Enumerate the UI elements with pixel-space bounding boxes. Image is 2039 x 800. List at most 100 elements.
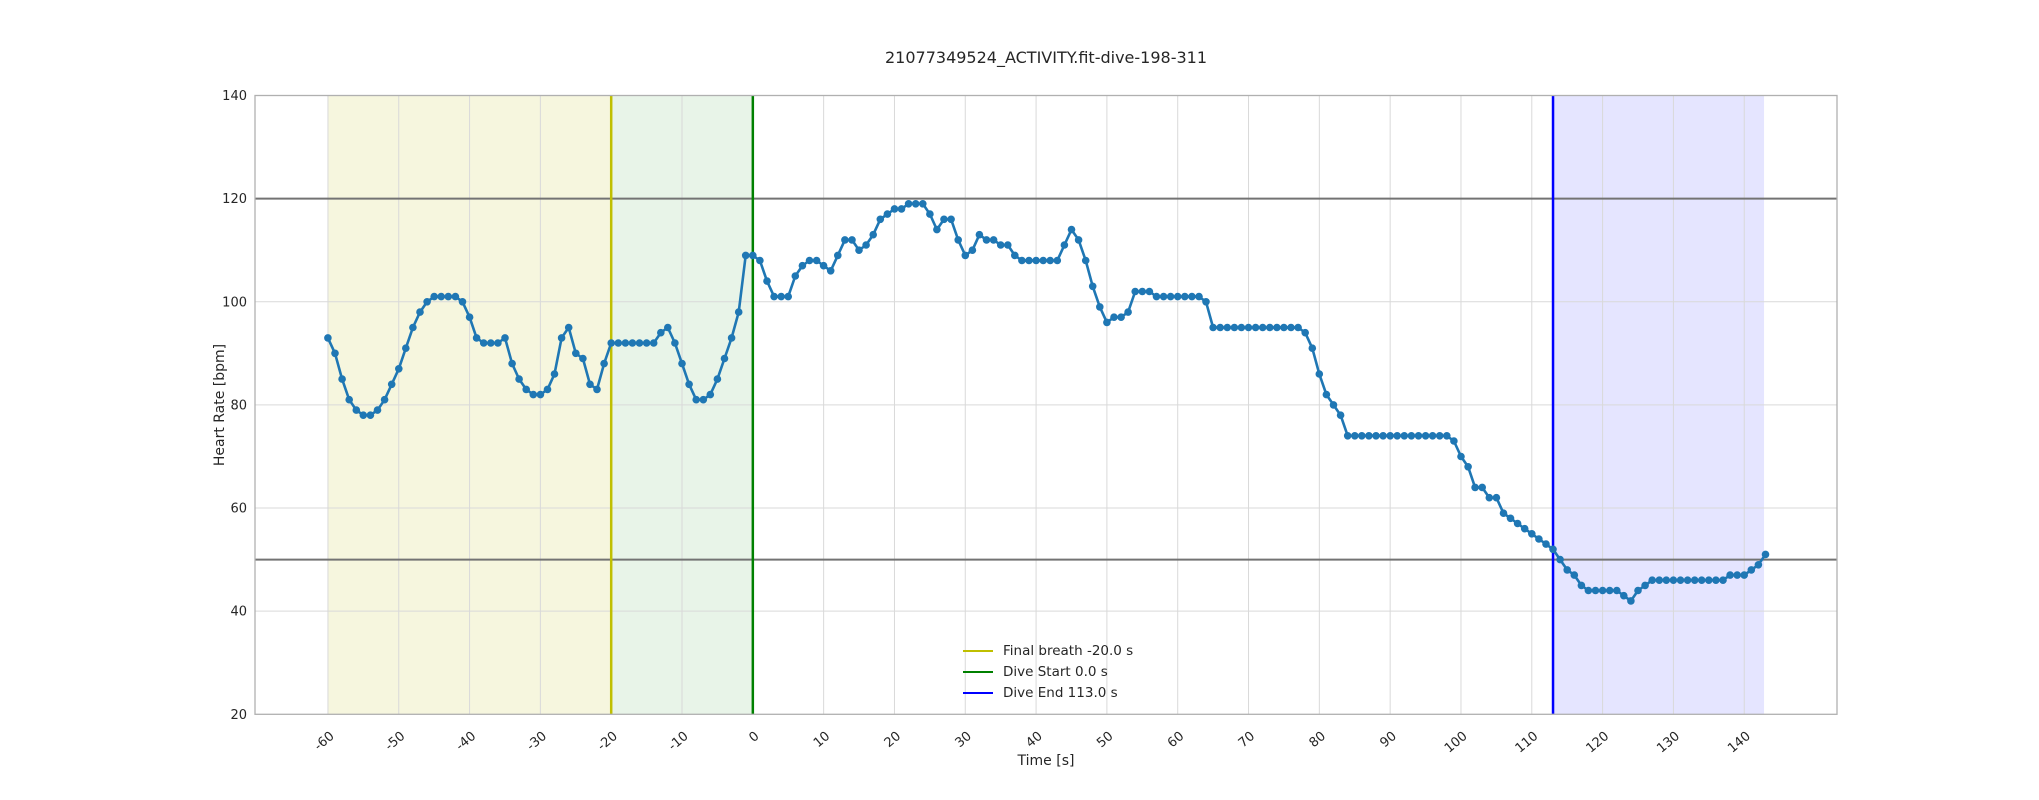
data-point-marker — [961, 251, 970, 260]
data-point-marker — [1188, 292, 1196, 301]
data-point-marker — [664, 323, 672, 332]
heart-rate-series-markers — [324, 200, 1770, 605]
data-point-marker — [1478, 483, 1486, 492]
data-point-marker — [572, 349, 580, 358]
data-point-marker — [805, 256, 814, 265]
data-point-marker — [529, 390, 538, 399]
data-point-marker — [1329, 401, 1338, 409]
y-axis-label: Heart Rate [bpm] — [212, 343, 228, 467]
data-point-marker — [1322, 390, 1331, 399]
data-point-marker — [1103, 318, 1111, 327]
data-point-marker — [1513, 519, 1522, 528]
data-point-marker — [657, 328, 665, 337]
data-point-marker — [1251, 323, 1260, 332]
data-point-marker — [1343, 432, 1352, 440]
y-tick-label: 80 — [230, 398, 247, 413]
data-point-marker — [706, 390, 715, 399]
data-point-marker — [890, 205, 899, 213]
data-point-marker — [1549, 545, 1557, 554]
data-point-marker — [883, 210, 892, 218]
data-point-marker — [1520, 524, 1529, 533]
data-point-marker — [1336, 411, 1345, 420]
data-point-marker — [982, 236, 991, 244]
data-point-marker — [1591, 586, 1600, 595]
data-point-marker — [855, 246, 863, 254]
data-point-marker — [862, 241, 870, 249]
x-tick-label: 140 — [1725, 729, 1754, 756]
x-tick-label: 40 — [1023, 729, 1045, 751]
x-tick-label: 130 — [1654, 729, 1683, 756]
data-point-marker — [1428, 432, 1437, 440]
x-tick-label: 30 — [953, 729, 975, 751]
data-point-marker — [1152, 292, 1161, 301]
data-point-marker — [1060, 241, 1069, 249]
data-point-marker — [479, 339, 488, 347]
data-point-marker — [430, 292, 439, 301]
data-point-marker — [1697, 576, 1706, 584]
data-point-marker — [911, 200, 920, 208]
data-point-marker — [1074, 236, 1083, 244]
data-point-marker — [826, 267, 835, 275]
y-tick-label: 120 — [222, 192, 247, 207]
data-point-marker — [1492, 493, 1501, 502]
data-point-marker — [1705, 576, 1713, 584]
data-point-marker — [402, 344, 410, 353]
data-point-marker — [579, 354, 587, 363]
data-point-marker — [713, 375, 722, 383]
data-point-marker — [734, 308, 743, 316]
y-tick-label: 60 — [230, 502, 247, 517]
data-point-marker — [1117, 313, 1125, 322]
data-point-marker — [1216, 323, 1224, 332]
x-tick-label: 120 — [1584, 729, 1613, 756]
data-point-marker — [1471, 483, 1479, 492]
data-point-marker — [1244, 323, 1253, 332]
data-point-marker — [1053, 256, 1062, 265]
y-tick-label: 100 — [222, 295, 247, 310]
data-point-marker — [1648, 576, 1656, 584]
data-point-marker — [1004, 241, 1012, 249]
data-point-marker — [451, 292, 460, 301]
x-tick-label: 60 — [1165, 729, 1187, 751]
data-point-marker — [1018, 256, 1026, 265]
data-point-marker — [1110, 313, 1118, 322]
data-point-marker — [727, 334, 736, 342]
data-point-marker — [1315, 370, 1324, 378]
data-point-marker — [352, 406, 361, 414]
data-point-marker — [841, 236, 849, 244]
legend-item-dive-start: Dive Start 0.0 s — [963, 661, 1133, 682]
data-point-marker — [1584, 586, 1593, 595]
data-point-marker — [522, 385, 530, 394]
data-point-marker — [416, 308, 424, 316]
x-tick-label: -10 — [666, 729, 692, 754]
data-point-marker — [1577, 581, 1586, 590]
data-point-marker — [1570, 571, 1579, 579]
data-point-marker — [324, 334, 332, 342]
data-point-marker — [515, 375, 523, 383]
data-point-marker — [1407, 432, 1416, 440]
data-point-marker — [621, 339, 630, 347]
data-point-marker — [487, 339, 495, 347]
data-point-marker — [536, 390, 545, 399]
x-tick-label: 80 — [1307, 729, 1329, 751]
dive-start-line-swatch — [963, 670, 993, 673]
data-point-marker — [720, 354, 729, 363]
x-tick-label: 10 — [811, 729, 833, 751]
data-point-marker — [1634, 586, 1642, 595]
x-axis-label: Time [s] — [1017, 753, 1075, 769]
data-point-marker — [848, 236, 856, 244]
plot-border — [254, 94, 1838, 715]
data-point-marker — [1351, 432, 1359, 440]
data-point-marker — [423, 298, 431, 306]
data-point-marker — [1365, 432, 1373, 440]
data-point-marker — [494, 339, 502, 347]
data-point-marker — [784, 292, 792, 301]
data-point-marker — [1096, 303, 1104, 311]
data-point-marker — [564, 323, 573, 332]
data-point-marker — [1740, 571, 1748, 579]
data-point-marker — [1605, 586, 1614, 595]
data-point-marker — [1683, 576, 1692, 584]
data-point-marker — [1450, 437, 1458, 445]
data-point-marker — [1081, 256, 1090, 265]
data-point-marker — [1145, 287, 1154, 296]
